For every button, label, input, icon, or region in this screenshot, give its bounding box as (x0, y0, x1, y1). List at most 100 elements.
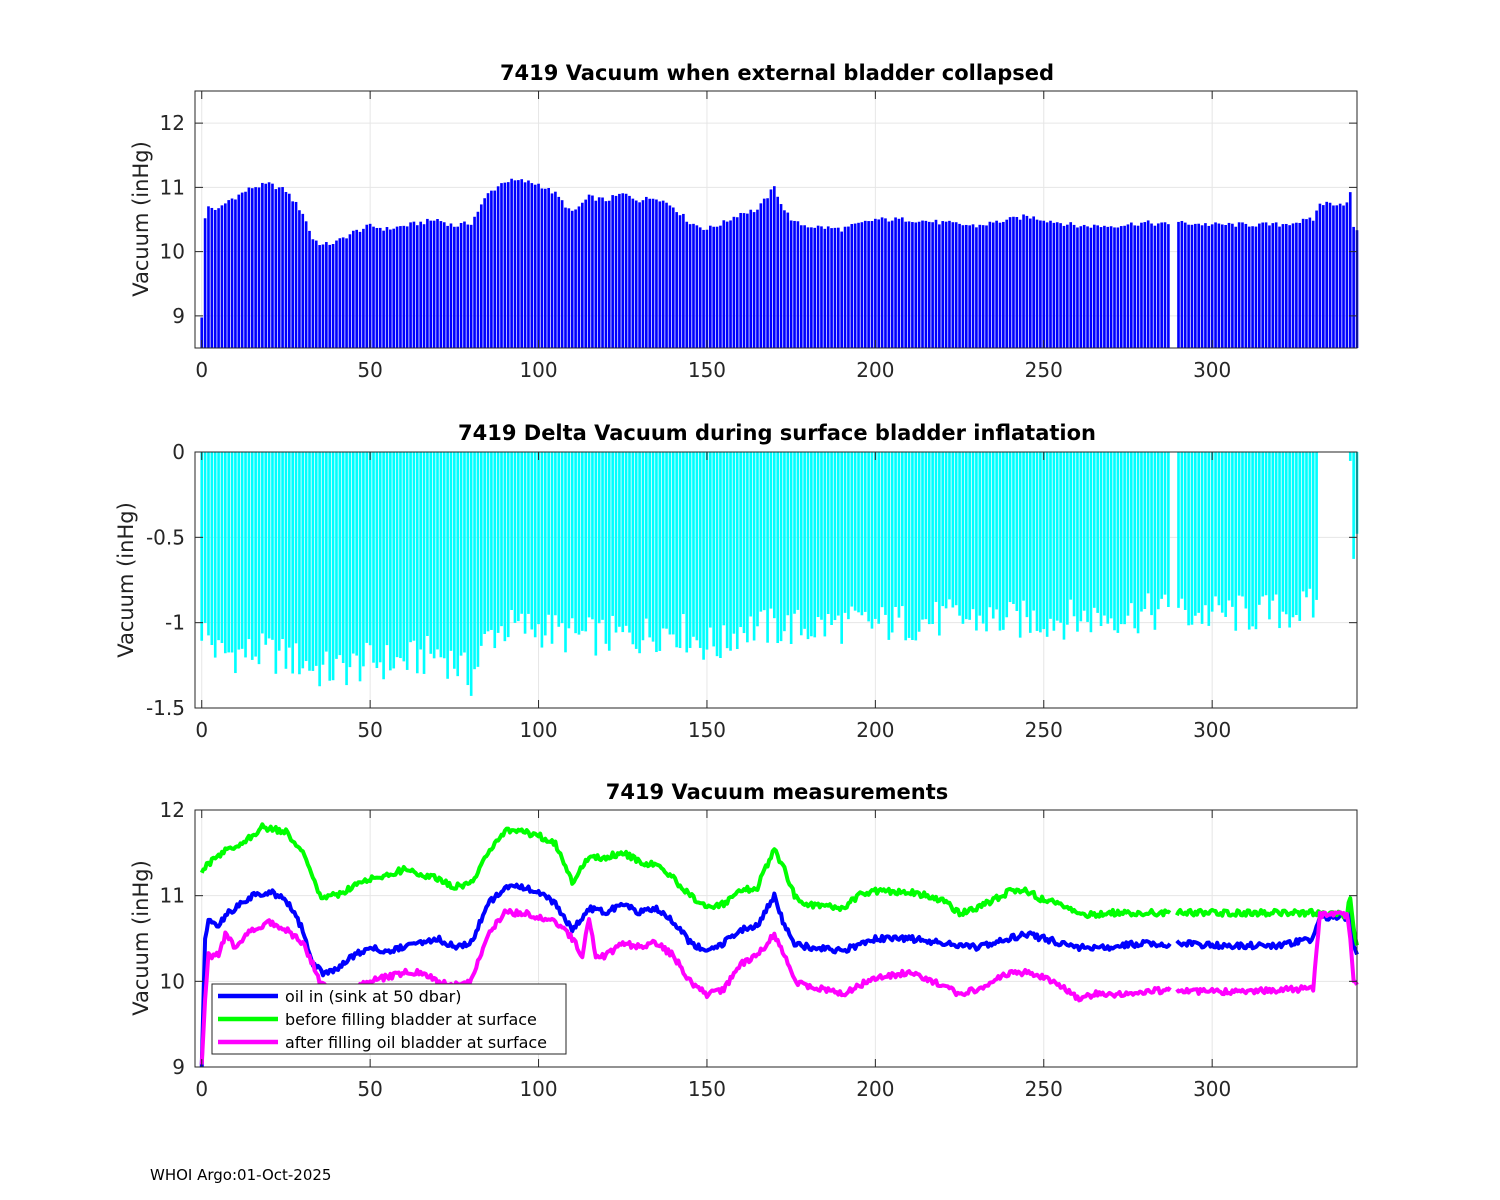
bar (847, 226, 850, 348)
bar (618, 452, 621, 627)
bar (567, 208, 571, 348)
bar (261, 452, 264, 634)
bar (921, 220, 924, 348)
bar (348, 234, 352, 348)
bar (203, 452, 207, 624)
bar (1150, 223, 1153, 348)
bar (570, 210, 574, 348)
bar (1076, 452, 1079, 632)
bar (500, 183, 503, 348)
bar (759, 203, 763, 348)
bar (1284, 452, 1288, 615)
bar (927, 221, 931, 348)
bar (1342, 205, 1345, 348)
bar (789, 452, 793, 644)
bar (365, 224, 369, 348)
y-tick-label: 9 (172, 304, 185, 328)
bar (442, 222, 446, 348)
bar (1220, 224, 1224, 348)
bar (1295, 452, 1298, 616)
bar (267, 452, 271, 639)
bar (284, 191, 288, 348)
bar (793, 220, 796, 348)
bar (779, 204, 783, 348)
bar (1106, 226, 1110, 348)
bar (1140, 452, 1143, 612)
bar (1005, 219, 1009, 348)
bar (729, 220, 732, 348)
bar (287, 452, 291, 648)
bar (1298, 222, 1302, 348)
bar (1298, 452, 1302, 621)
bar (840, 452, 843, 644)
bar (904, 452, 907, 641)
bar (614, 195, 618, 348)
bar (294, 201, 298, 348)
bar (1082, 224, 1086, 348)
bar (601, 197, 604, 348)
bar (971, 224, 975, 348)
bar (1089, 452, 1093, 633)
bar (1119, 452, 1123, 625)
bar (506, 182, 510, 348)
bar (759, 452, 763, 612)
bar (682, 213, 685, 348)
bar (1042, 452, 1046, 630)
bar (314, 240, 318, 348)
bar (543, 452, 547, 636)
bar (904, 221, 907, 348)
y-axis-label: Vacuum (inHg) (129, 141, 153, 297)
bar (1291, 452, 1295, 618)
bar (1099, 227, 1103, 348)
bar (634, 452, 638, 649)
bar (1052, 222, 1056, 348)
x-tick-label: 150 (688, 1077, 726, 1101)
bar (648, 452, 652, 638)
bar (682, 452, 685, 615)
bar (988, 221, 992, 348)
bar (227, 200, 230, 348)
bar (503, 182, 507, 348)
bar (224, 452, 227, 654)
bar (570, 452, 574, 619)
bar (264, 183, 268, 348)
bar (988, 452, 992, 608)
bar (1167, 224, 1170, 348)
bar (1315, 210, 1318, 348)
bar (874, 452, 877, 619)
bar (752, 212, 756, 348)
bar (1163, 452, 1167, 595)
bar (769, 189, 773, 348)
y-tick-label: -0.5 (146, 525, 185, 549)
bar (517, 452, 520, 622)
bar (857, 222, 860, 348)
bar (284, 452, 288, 669)
bar (1301, 218, 1305, 348)
bar (1103, 452, 1106, 616)
bar (341, 237, 345, 348)
bar (840, 231, 843, 348)
bar (277, 187, 281, 348)
bar (308, 452, 311, 671)
bar (301, 213, 305, 348)
bar (911, 222, 914, 348)
bar (250, 452, 254, 660)
bar (1348, 452, 1352, 461)
bar (483, 452, 486, 634)
bar (1224, 452, 1227, 617)
bar (506, 452, 510, 638)
bar (409, 222, 412, 348)
bar (1066, 224, 1069, 348)
bar (961, 225, 965, 348)
bar (1261, 452, 1265, 597)
bar (1241, 452, 1244, 597)
bar (466, 452, 470, 686)
bar (1092, 224, 1096, 348)
bar (924, 452, 928, 620)
bar (1082, 452, 1086, 611)
bar (1025, 452, 1029, 618)
bar (1345, 202, 1349, 348)
bar (968, 225, 971, 348)
bar (426, 218, 429, 348)
bar (1187, 452, 1190, 626)
